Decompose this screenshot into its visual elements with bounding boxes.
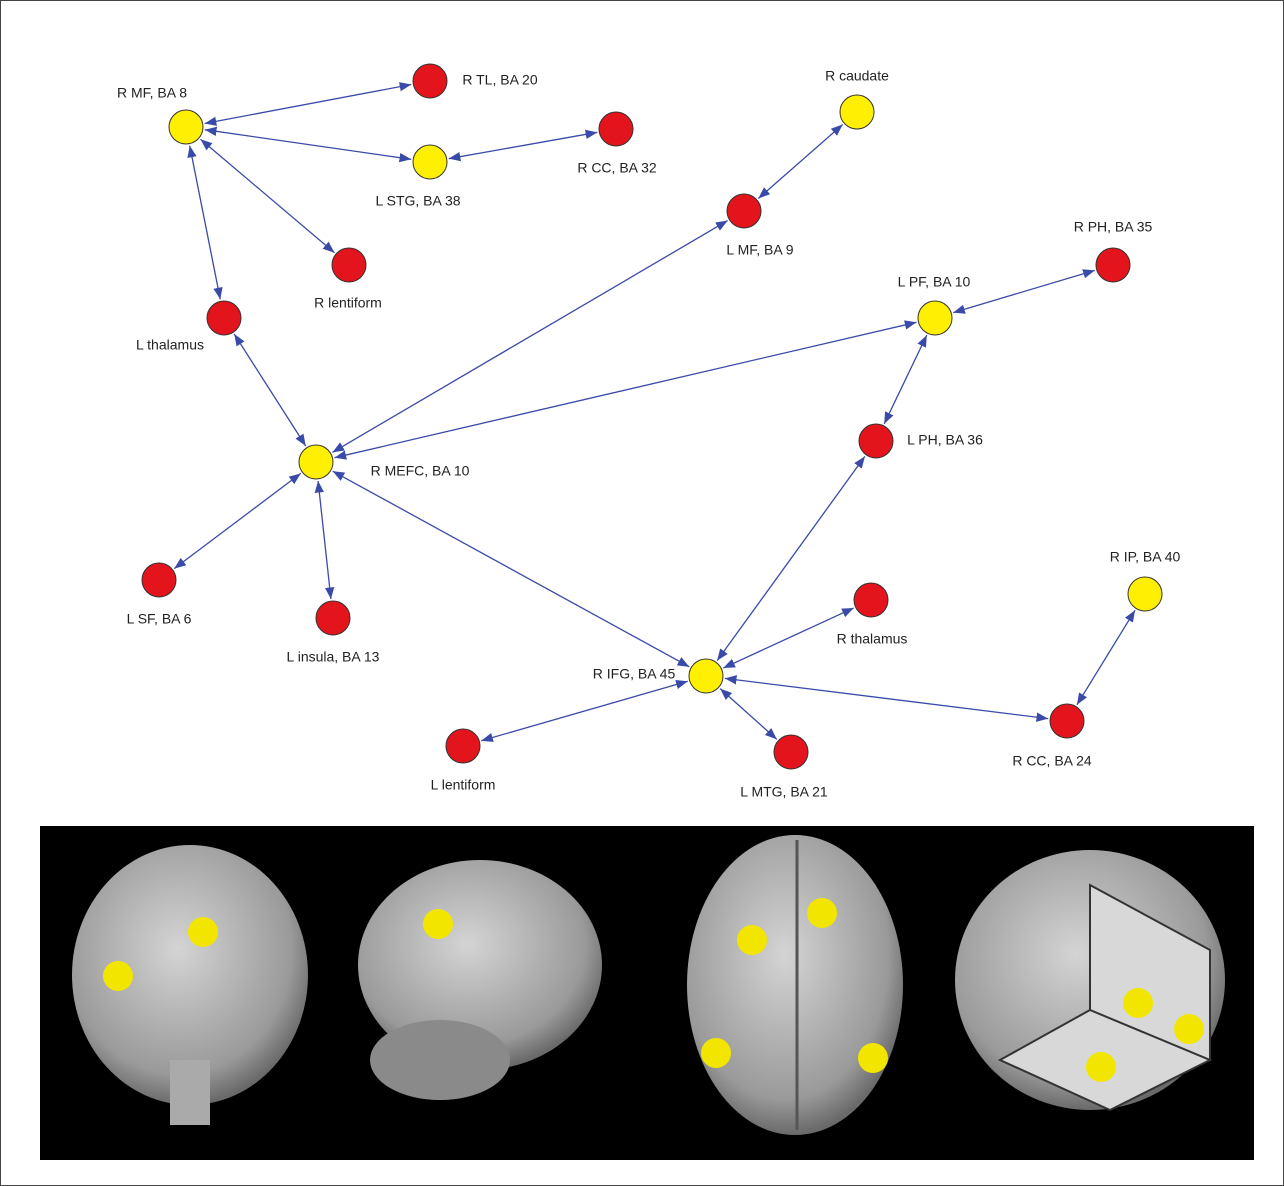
node-label: L STG, BA 38 (375, 193, 460, 209)
node (1049, 703, 1085, 739)
brain-panel (40, 826, 1254, 1160)
node-label: L SF, BA 6 (127, 611, 192, 627)
edge (173, 472, 302, 570)
edge (1076, 609, 1136, 706)
brain-nodes (103, 898, 1204, 1082)
brain-node (858, 1043, 888, 1073)
node-label: R PH, BA 35 (1074, 219, 1153, 235)
edge (722, 607, 855, 669)
node (412, 144, 448, 180)
node (168, 109, 204, 145)
node (1127, 576, 1163, 612)
node (598, 111, 634, 147)
node-label: R MF, BA 8 (117, 85, 187, 101)
node (315, 600, 351, 636)
node (917, 300, 953, 336)
cut-planes (997, 883, 1213, 1112)
edge (233, 333, 307, 447)
node-label: R IFG, BA 45 (593, 666, 676, 682)
node (445, 728, 481, 764)
node-label: R MEFC, BA 10 (371, 463, 470, 479)
brain-side (358, 860, 602, 1070)
edge (314, 480, 335, 600)
brain-node (1086, 1052, 1116, 1082)
node-label: L insula, BA 13 (287, 649, 380, 665)
edge (724, 675, 1049, 722)
edge (953, 269, 1095, 314)
node (206, 300, 242, 336)
nodes: R MF, BA 8 R TL, BA 20 L STG, BA 38 R CC, B… (117, 63, 1181, 800)
node (298, 444, 334, 480)
edge (187, 145, 223, 300)
node (1095, 247, 1131, 283)
node-label: L thalamus (136, 337, 204, 353)
brain-front (72, 845, 308, 1105)
brain-node (701, 1038, 731, 1068)
node-label: R TL, BA 20 (462, 72, 537, 88)
brain-node (737, 925, 767, 955)
edge (757, 124, 844, 199)
edge (334, 320, 917, 460)
node-label: R CC, BA 24 (1012, 753, 1092, 769)
brain-node (188, 917, 218, 947)
node-label: R CC, BA 32 (577, 160, 657, 176)
node-label: R IP, BA 40 (1110, 549, 1181, 565)
edges (173, 82, 1136, 742)
brain-node (1123, 988, 1153, 1018)
node (141, 562, 177, 598)
node (839, 94, 875, 130)
edge (883, 334, 928, 425)
edge (200, 138, 335, 254)
edge (448, 129, 598, 162)
node-label: L MF, BA 9 (726, 242, 793, 258)
node (853, 582, 889, 618)
brain-top (687, 835, 903, 1135)
brainstem (170, 1060, 210, 1125)
brain-node (103, 961, 133, 991)
node-label: L PF, BA 10 (898, 274, 971, 290)
node (858, 423, 894, 459)
node (331, 247, 367, 283)
node (688, 658, 724, 694)
node (726, 193, 762, 229)
node-label: L PH, BA 36 (907, 432, 983, 448)
node (773, 734, 809, 770)
node-label: R caudate (825, 68, 889, 84)
node-label: L MTG, BA 21 (740, 784, 828, 800)
node (412, 63, 448, 99)
edge (481, 680, 688, 742)
node-label: R thalamus (837, 631, 908, 647)
node-label: L lentiform (431, 777, 496, 793)
brain-node (423, 909, 453, 939)
brain-node (1174, 1014, 1204, 1044)
edge (204, 82, 412, 126)
cerebellum (370, 1020, 510, 1100)
brain-node (807, 898, 837, 928)
node-label: R lentiform (314, 295, 382, 311)
edge (332, 470, 690, 668)
